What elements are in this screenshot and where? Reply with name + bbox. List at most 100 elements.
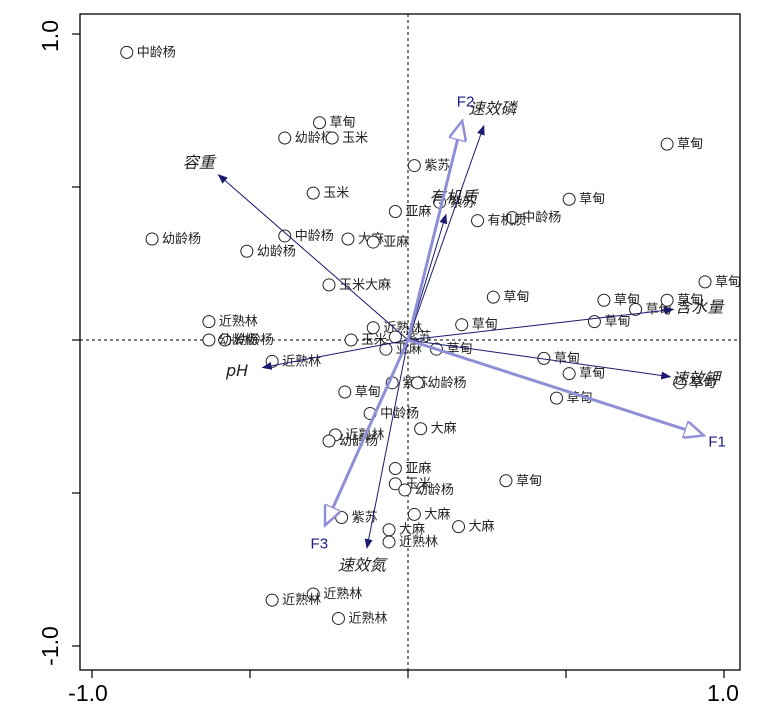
sample-point-9 [388,204,402,218]
sample-label-18: 玉米大麻 [339,278,391,293]
sample-point-48 [398,483,412,497]
axis-ticks [72,33,725,678]
env-arrow-3 [407,306,675,341]
sample-label-19: 草甸 [472,318,498,333]
sample-point-50 [407,507,421,521]
sample-label-31: 近熟林 [282,353,321,369]
sample-point-35 [562,367,576,381]
sample-point-55 [265,593,279,607]
sample-point-19 [455,318,469,332]
env-arrow-1 [217,174,409,341]
x-tick-label-right: 1.0 [707,680,739,706]
sample-point-26 [218,333,232,347]
sample-point-25 [202,315,216,329]
sample-label-48: 幼龄杨 [415,483,454,498]
sample-label-8: 中龄杨 [522,211,561,226]
sample-label-45: 亚麻 [405,462,431,477]
sample-label-52: 大麻 [399,523,425,538]
env-label-0: 速效磷 [469,99,519,118]
sample-point-49 [335,510,349,524]
sample-label-25: 近熟林 [219,314,258,330]
sample-label-56: 近熟林 [348,610,387,626]
sample-point-2 [278,131,292,145]
sample-label-49: 紫苏 [352,509,378,525]
sample-point-44 [322,434,336,448]
sample-label-44: 幼龄杨 [339,434,378,449]
sample-point-54 [306,587,320,601]
sample-label-3: 玉米 [342,131,368,146]
sample-label-13: 幼龄杨 [162,232,201,247]
sample-point-3 [325,131,339,145]
y-tick-label-bottom: -1.0 [37,626,63,666]
factor-label-0: F1 [708,434,726,451]
sample-point-30 [202,333,216,347]
sample-point-15 [471,214,485,228]
sample-label-23: 草甸 [677,293,703,308]
sample-point-36 [673,376,687,390]
x-tick-label-left: -1.0 [68,680,108,706]
sample-label-36: 草甸 [690,376,716,391]
sample-point-0 [120,45,134,59]
env-arrow-4 [261,339,409,370]
sample-point-29 [344,333,358,347]
factor-vectors: F1 F2 F3 [311,93,726,552]
sample-label-2: 幼龄杨 [295,131,334,146]
sample-point-4 [660,137,674,151]
sample-point-41 [550,391,564,405]
sample-label-5: 紫苏 [424,158,450,174]
sample-point-22 [629,302,643,316]
sample-point-28 [388,330,402,344]
sample-point-14 [240,244,254,258]
sample-point-17 [486,290,500,304]
sample-label-54: 近熟林 [323,586,362,602]
factor-arrow-0 [407,338,702,435]
sample-label-9: 亚麻 [405,204,431,219]
factor-label-2: F3 [311,536,329,553]
sample-point-46 [388,477,402,491]
sample-point-6 [306,186,320,200]
sample-label-30: 幼龄杨 [219,333,258,348]
sample-point-13 [145,232,159,246]
sample-label-14: 幼龄杨 [257,244,296,259]
sample-point-32 [379,342,393,356]
sample-label-24: 草甸 [715,275,741,290]
sample-point-51 [452,520,466,534]
sample-label-46: 玉米 [405,477,431,492]
env-label-5: 速效钾 [672,369,722,388]
sample-label-0: 中龄杨 [137,45,176,60]
sample-label-35: 草甸 [579,367,605,382]
factor-arrow-1 [406,123,462,341]
sample-point-24 [698,275,712,289]
sample-point-1 [313,116,327,130]
sample-point-8 [505,211,519,225]
env-label-1: 容重 [183,153,217,172]
sample-label-26: 幼龄杨 [235,333,274,348]
factor-label-1: F2 [457,93,475,110]
sample-point-27 [366,321,380,335]
sample-point-39 [410,376,424,390]
sample-point-11 [278,229,292,243]
sample-label-41: 草甸 [567,391,593,406]
sample-label-6: 玉米 [323,186,349,201]
sample-label-51: 大麻 [469,520,495,535]
sample-point-53 [382,535,396,549]
sample-point-47 [499,474,513,488]
env-arrow-5 [407,339,672,380]
sample-point-18 [322,278,336,292]
sample-points: 中龄杨草甸幼龄杨玉米草甸紫苏玉米紫苏中龄杨亚麻草甸中龄杨大麻幼龄杨幼龄杨有机质亚… [120,45,741,626]
sample-label-53: 近熟林 [399,534,438,550]
sample-point-37 [338,385,352,399]
sample-label-20: 草甸 [604,315,630,330]
sample-label-29: 玉米 [361,333,387,348]
env-label-2: 有机质 [429,187,479,206]
y-tick-label-top: 1.0 [37,20,63,52]
sample-label-50: 大麻 [424,507,450,522]
env-label-3: 含水量 [675,297,725,316]
env-label-6: 速效氮 [338,556,388,575]
sample-label-7: 紫苏 [450,194,476,210]
sample-point-42 [414,422,428,436]
sample-label-40: 中龄杨 [380,406,419,421]
sample-point-12 [341,232,355,246]
env-arrow-6 [364,339,409,550]
